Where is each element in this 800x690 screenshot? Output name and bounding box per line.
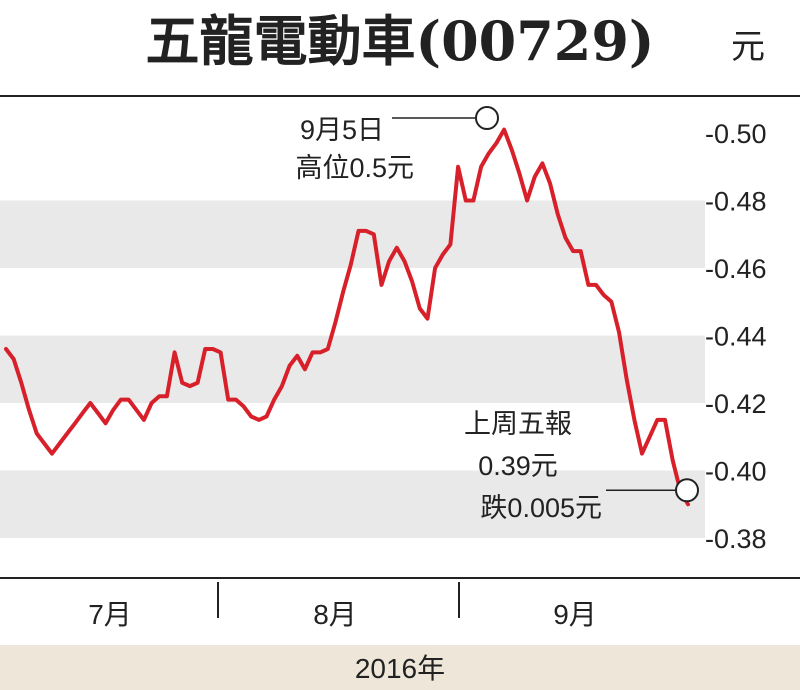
y-tick-label: -0.40 bbox=[705, 457, 767, 487]
y-axis-ticks: -0.50 -0.48 -0.46 -0.44 -0.42 -0.40 -0.38 bbox=[705, 119, 767, 554]
month-label-jul: 7月 bbox=[88, 599, 132, 630]
year-label: 2016年 bbox=[355, 653, 445, 684]
unit-label: 元 bbox=[731, 28, 765, 66]
high-annotation-value: 高位0.5元 bbox=[295, 153, 414, 183]
y-tick-label: -0.46 bbox=[705, 254, 767, 284]
last-annotation-change: 跌0.005元 bbox=[480, 493, 602, 523]
price-line bbox=[4, 127, 690, 507]
last-annotation-title: 上周五報 bbox=[464, 409, 572, 439]
grid-band bbox=[0, 470, 705, 538]
last-point-marker bbox=[675, 478, 699, 503]
y-tick-label: -0.50 bbox=[705, 119, 767, 149]
chart-title: 五龍電動車(00729) bbox=[146, 9, 655, 73]
y-tick-label: -0.42 bbox=[705, 389, 767, 419]
month-label-aug: 8月 bbox=[313, 599, 357, 630]
y-tick-label: -0.38 bbox=[705, 524, 767, 554]
month-label-sep: 9月 bbox=[553, 599, 597, 630]
high-point-marker bbox=[475, 106, 499, 130]
price-points bbox=[6, 130, 688, 505]
grid-band bbox=[0, 335, 705, 403]
last-annotation-price: 0.39元 bbox=[478, 451, 558, 481]
y-tick-label: -0.48 bbox=[705, 187, 767, 217]
alternating-grid-bands bbox=[0, 200, 705, 538]
high-annotation-date: 9月5日 bbox=[300, 115, 384, 145]
year-band bbox=[0, 645, 800, 690]
y-tick-label: -0.44 bbox=[705, 322, 767, 352]
